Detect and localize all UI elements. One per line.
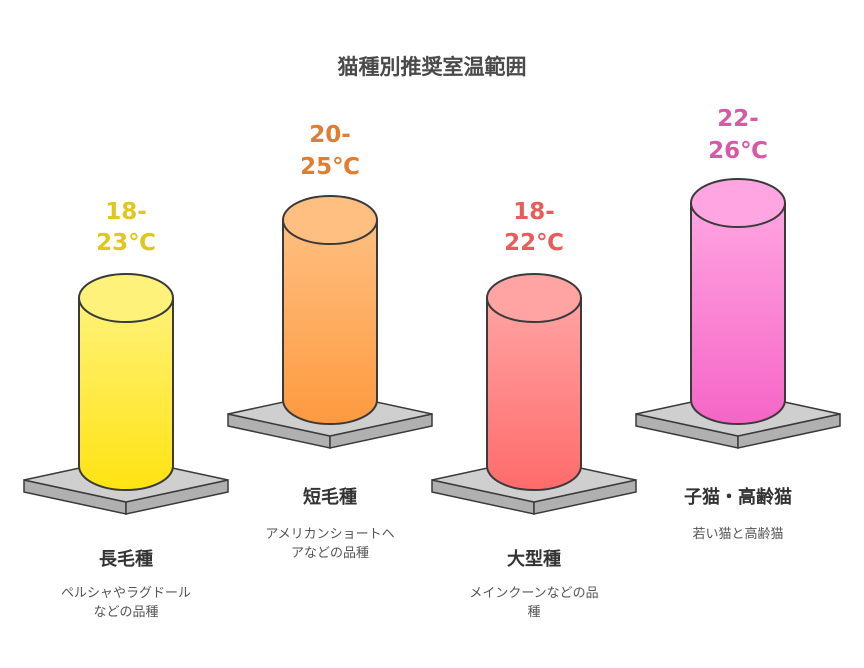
breed-description-line1: 若い猫と高齢猫 [692,526,783,542]
cylinder-top [283,196,377,244]
cylinder-body [691,203,785,424]
temperature-label-line2: 23℃ [96,230,156,256]
cylinder-body [487,298,581,490]
breed-name: 短毛種 [303,486,357,508]
temperature-label-line1: 22- [717,106,759,132]
temperature-label-line1: 20- [309,122,351,148]
breed-description-line1: アメリカンショートヘ [265,527,394,542]
breed-name: 子猫・高齢猫 [684,486,792,508]
temperature-label-line1: 18- [513,199,555,225]
breed-description-line1: ペルシャやラグドール [61,586,191,601]
breed-description-line2: などの品種 [93,604,158,620]
diagram-title: 猫種別推奨室温範囲 [338,55,527,79]
temperature-label-line2: 25℃ [300,154,360,180]
breed-description-line1: メインクーンなどの品 [469,586,598,601]
temperature-label-line2: 22℃ [504,230,564,256]
breed-name: 大型種 [507,548,561,570]
cylinder-body [79,298,173,490]
temperature-label-line1: 18- [105,199,147,225]
cylinder-body [283,220,377,424]
breed-name: 長毛種 [99,548,153,570]
breed-description-line2: アなどの品種 [291,545,369,561]
breed-description-line2: 種 [527,604,540,620]
cylinder-top [487,274,581,322]
cylinder-top [691,179,785,227]
cylinder-top [79,274,173,322]
temperature-label-line2: 26℃ [708,138,768,164]
